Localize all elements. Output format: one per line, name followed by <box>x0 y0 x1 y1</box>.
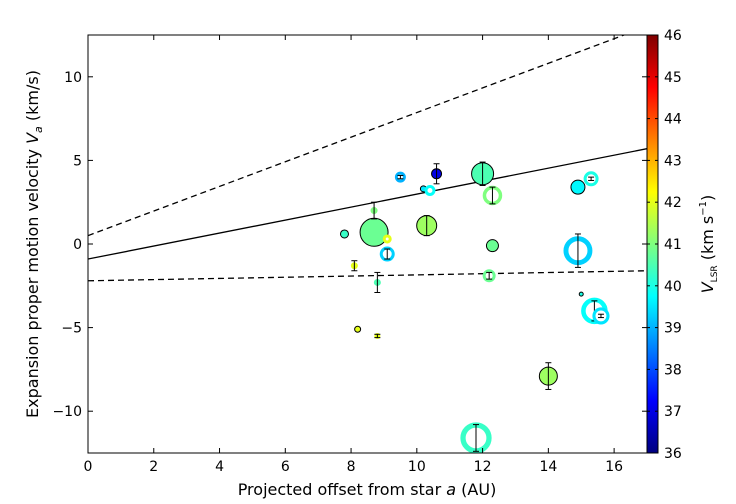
data-point <box>354 325 362 333</box>
point-ring <box>382 234 392 244</box>
colorbar-tick-label: 46 <box>664 28 682 44</box>
y-axis-label-subscript: a <box>32 126 45 133</box>
data-point <box>359 217 389 247</box>
data-point <box>424 184 436 196</box>
colorbar-tick-label: 40 <box>664 279 682 295</box>
data-point <box>350 260 358 272</box>
y-tick-label: 5 <box>73 153 82 169</box>
y-axis-ticks: −10 −5 0 5 10 <box>52 70 647 420</box>
point-marker <box>354 325 362 333</box>
guide-lines <box>88 35 647 282</box>
colorbar-tick-label: 38 <box>664 362 682 378</box>
colorbar-label-close: ) <box>698 195 717 201</box>
guide-line-lower-bound <box>88 270 647 282</box>
guide-line-fit <box>88 148 647 260</box>
y-axis-label-symbol: V <box>23 132 42 144</box>
colorbar-tick-label: 36 <box>664 446 682 462</box>
data-point <box>373 271 381 293</box>
x-axis-label-text: Projected offset from star <box>238 480 447 499</box>
data-point <box>431 163 443 185</box>
colorbar-label-exponent: −1 <box>698 201 709 216</box>
y-tick-label: 0 <box>73 237 82 253</box>
data-point <box>379 246 395 262</box>
x-axis-label-star: a <box>446 480 456 499</box>
colorbar-tick-label: 39 <box>664 321 682 337</box>
colorbar-ticks: 36 37 38 39 40 41 42 43 44 45 46 <box>647 28 682 462</box>
data-points <box>339 161 610 453</box>
x-tick-label: 10 <box>408 459 426 475</box>
colorbar-tick-label: 44 <box>664 112 682 128</box>
data-point <box>482 185 503 206</box>
x-tick-label: 14 <box>539 459 557 475</box>
colorbar-tick-label: 41 <box>664 237 682 253</box>
data-point <box>578 291 584 297</box>
x-tick-label: 6 <box>281 459 290 475</box>
data-point <box>592 307 610 325</box>
plot-area: 0 2 4 6 8 10 12 14 16 −10 −5 0 5 10 <box>52 34 648 475</box>
data-point <box>485 239 499 253</box>
colorbar-label-unit: (km s <box>698 216 717 266</box>
data-point <box>370 201 378 220</box>
data-point <box>339 229 349 239</box>
x-tick-label: 16 <box>605 459 623 475</box>
data-point <box>563 233 593 268</box>
point-marker <box>578 291 584 297</box>
y-tick-label: 10 <box>64 70 82 86</box>
x-tick-label: 4 <box>215 459 224 475</box>
data-point <box>583 171 599 187</box>
colorbar-label-symbol: V <box>698 281 717 293</box>
point-marker <box>339 229 349 239</box>
colorbar-tick-label: 43 <box>664 153 682 169</box>
data-point <box>471 161 495 186</box>
data-point <box>374 332 381 339</box>
x-axis-label-unit: (AU) <box>456 480 496 499</box>
x-axis-ticks: 0 2 4 6 8 10 12 14 16 <box>84 35 623 475</box>
data-point <box>460 422 492 453</box>
x-tick-label: 0 <box>84 459 93 475</box>
data-point <box>416 215 438 237</box>
point-marker <box>570 179 586 195</box>
data-point <box>394 171 406 183</box>
guide-line-upper-bound <box>88 35 625 237</box>
colorbar-tick-label: 37 <box>664 404 682 420</box>
data-point <box>570 179 586 195</box>
colorbar-label: VLSR (km s−1) <box>698 195 720 294</box>
colorbar-label-subscript: LSR <box>710 265 720 282</box>
y-tick-label: −10 <box>52 404 82 420</box>
x-tick-label: 12 <box>474 459 492 475</box>
colorbar-tick-label: 45 <box>664 70 682 86</box>
x-axis-label: Projected offset from star a (AU) <box>238 480 497 499</box>
data-point <box>482 269 496 283</box>
point-marker <box>485 239 499 253</box>
colorbar: 36 37 38 39 40 41 42 43 44 45 46 VLSR (km s−1) <box>646 28 720 462</box>
x-tick-label: 2 <box>149 459 158 475</box>
y-tick-label: −5 <box>61 321 82 337</box>
x-tick-label: 8 <box>347 459 356 475</box>
colorbar-tick-label: 42 <box>664 195 682 211</box>
y-axis-label: Expansion proper motion velocity Va (km/… <box>23 70 45 418</box>
y-axis-label-text: Expansion proper motion velocity <box>23 144 42 418</box>
point-ring <box>424 184 436 196</box>
point-marker <box>359 217 389 247</box>
y-axis-label-unit: (km/s) <box>23 70 42 126</box>
data-point <box>382 234 392 244</box>
data-point <box>538 362 558 390</box>
